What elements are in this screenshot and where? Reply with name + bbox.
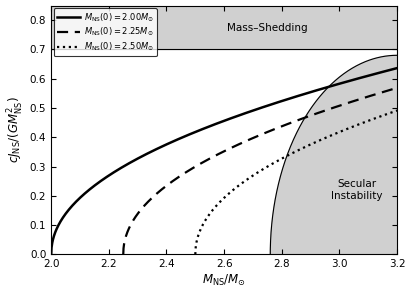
Text: Mass–Shedding: Mass–Shedding bbox=[227, 23, 308, 33]
X-axis label: $M_{\mathrm{NS}}/M_{\odot}$: $M_{\mathrm{NS}}/M_{\odot}$ bbox=[202, 273, 246, 288]
$M_{\mathrm{NS}}(0)=2.00M_{\odot}$ bbox=[189, 132, 194, 136]
$M_{\mathrm{NS}}(0)=2.00M_{\odot}$ bbox=[319, 87, 323, 91]
$M_{\mathrm{NS}}(0)=2.00M_{\odot}$ bbox=[395, 66, 399, 70]
Y-axis label: $cJ_{\mathrm{NS}}/(GM_{\mathrm{NS}}^2)$: $cJ_{\mathrm{NS}}/(GM_{\mathrm{NS}}^2)$ bbox=[6, 96, 25, 163]
$M_{\mathrm{NS}}(0)=2.00M_{\odot}$ bbox=[49, 253, 54, 256]
$M_{\mathrm{NS}}(0)=2.25M_{\odot}$ bbox=[231, 145, 236, 148]
$M_{\mathrm{NS}}(0)=2.50M_{\odot}$ bbox=[213, 204, 218, 208]
$M_{\mathrm{NS}}(0)=2.50M_{\odot}$ bbox=[275, 159, 279, 163]
$M_{\mathrm{NS}}(0)=2.50M_{\odot}$ bbox=[193, 253, 198, 256]
$M_{\mathrm{NS}}(0)=2.00M_{\odot}$ bbox=[286, 97, 291, 101]
$M_{\mathrm{NS}}(0)=2.50M_{\odot}$ bbox=[395, 109, 399, 112]
$M_{\mathrm{NS}}(0)=2.25M_{\odot}$ bbox=[241, 140, 246, 144]
Polygon shape bbox=[270, 55, 397, 254]
$M_{\mathrm{NS}}(0)=2.25M_{\odot}$ bbox=[149, 197, 154, 201]
$M_{\mathrm{NS}}(0)=2.25M_{\odot}$ bbox=[121, 253, 126, 256]
$M_{\mathrm{NS}}(0)=2.50M_{\odot}$ bbox=[282, 156, 287, 159]
Line: $M_{\mathrm{NS}}(0)=2.25M_{\odot}$: $M_{\mathrm{NS}}(0)=2.25M_{\odot}$ bbox=[123, 88, 397, 254]
$M_{\mathrm{NS}}(0)=2.25M_{\odot}$ bbox=[335, 105, 339, 108]
$M_{\mathrm{NS}}(0)=2.00M_{\odot}$ bbox=[84, 190, 89, 194]
Legend: $M_{\mathrm{NS}}(0)=2.00M_{\odot}$, $M_{\mathrm{NS}}(0)=2.25M_{\odot}$, $M_{\mat: $M_{\mathrm{NS}}(0)=2.00M_{\odot}$, $M_{… bbox=[54, 8, 157, 56]
$M_{\mathrm{NS}}(0)=2.50M_{\odot}$ bbox=[354, 123, 359, 127]
$M_{\mathrm{NS}}(0)=2.50M_{\odot}$ bbox=[350, 125, 355, 128]
Line: $M_{\mathrm{NS}}(0)=2.50M_{\odot}$: $M_{\mathrm{NS}}(0)=2.50M_{\odot}$ bbox=[195, 111, 397, 254]
$M_{\mathrm{NS}}(0)=2.25M_{\odot}$ bbox=[309, 113, 314, 117]
$M_{\mathrm{NS}}(0)=2.00M_{\odot}$ bbox=[201, 127, 206, 131]
$M_{\mathrm{NS}}(0)=2.50M_{\odot}$ bbox=[331, 133, 336, 136]
Line: $M_{\mathrm{NS}}(0)=2.00M_{\odot}$: $M_{\mathrm{NS}}(0)=2.00M_{\odot}$ bbox=[51, 68, 397, 254]
$M_{\mathrm{NS}}(0)=2.25M_{\odot}$ bbox=[339, 103, 344, 107]
$M_{\mathrm{NS}}(0)=2.25M_{\odot}$ bbox=[395, 86, 399, 90]
Text: Secular
Instability: Secular Instability bbox=[331, 179, 383, 201]
$M_{\mathrm{NS}}(0)=2.00M_{\odot}$ bbox=[325, 86, 330, 89]
